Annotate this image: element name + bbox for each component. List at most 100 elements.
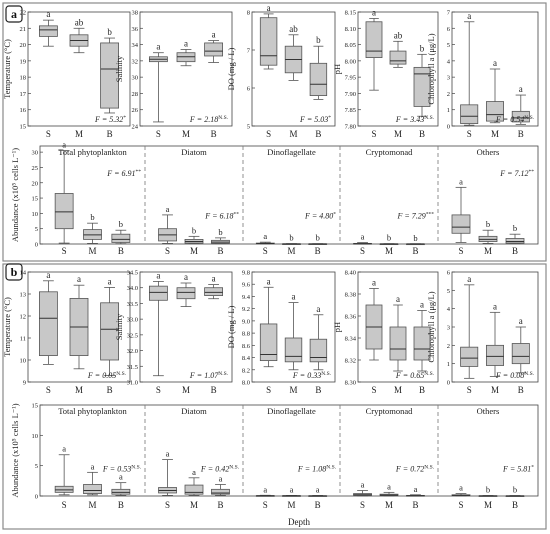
plot-frame [27,271,131,383]
y-axis-label: Salinity [114,55,124,82]
panel-tag-letter: b [11,265,18,279]
do-box-B [309,314,328,371]
iqr-box [100,302,119,361]
x-category-label: S [266,385,271,395]
ph-letter-M: ab [394,30,403,40]
iqr-box [54,485,74,493]
abundance-box-S [255,241,275,245]
x-category-label: S [165,246,170,256]
abundance-box-M [282,494,301,497]
y-axis-label: Temperature (°C) [2,297,12,357]
salinity-letter-M: a [184,272,188,282]
salinity-box-M [176,49,196,67]
x-category-label: M [491,385,499,395]
abundance-box-M [282,243,301,245]
y-tick-label: 8.2 [242,367,250,374]
y-tick-label: 11 [20,336,26,343]
iqr-box [100,42,119,109]
iqr-box [184,484,204,495]
y-tick-label: 7 [247,48,251,55]
abundance-box-B [505,233,525,245]
y-tick-label: 2 [447,91,450,98]
stat-annotation: F = 0.54N.S. [495,115,535,124]
x-category-label: B [512,246,518,256]
y-tick-label: 0 [35,494,38,501]
plot-frame [251,271,336,383]
stat-annotation: F = 0.08N.S. [495,371,535,380]
x-category-label: B [512,500,518,510]
chla-letter-S: a [467,11,471,21]
plot-salinity: 31.0 31.5 32.0 32.5 33.0 33.5 34.0 34.5 Salinity… [114,270,233,395]
abundance-letter-B: a [119,472,123,482]
x-category-label: S [263,246,268,256]
y-tick-label: 13 [20,292,27,299]
x-category-label: M [88,246,96,256]
y-tick-label: 9.6 [242,282,251,289]
stat-annotation: F = 0.65N.S. [395,371,435,380]
y-tick-label: 9.0 [242,318,250,325]
chla-box-B [511,94,530,125]
ph-letter-B: a [420,300,424,310]
y-tick-label: 0 [35,242,38,249]
group-title: Dinoflagellate [267,406,316,416]
do-letter-B: b [316,35,321,45]
stat-annotation: F = 6.91** [106,169,141,178]
salinity-letter-S: a [156,270,160,280]
x-category-label: B [315,129,321,139]
iqr-box [309,338,328,363]
y-tick-label: 31.0 [127,380,138,387]
abundance-letter-M: a [387,481,391,491]
iqr-box [511,343,530,365]
group-title: Cryptomonad [366,147,413,157]
y-tick-label: 8.15 [345,10,356,17]
abundance-letter-B: a [219,473,223,483]
temperature-letter-B: b [107,27,112,37]
y-tick-label: 7.80 [345,124,356,131]
abundance-letter-S: a [361,480,365,490]
ph-box-B [413,53,431,117]
abundance-box-B [211,237,230,245]
x-category-label: B [118,246,124,256]
salinity-letter-M: a [184,38,188,48]
plot-do: 5 6 7 8 DO (mg / L) a ab b S M B F = 5.03* [226,3,336,139]
salinity-box-B [204,284,224,300]
stat-annotation: F = 3.43N.S. [395,115,435,124]
x-category-label: B [412,246,418,256]
chla-box-S [460,284,479,379]
y-tick-label: 8.05 [345,42,356,49]
abundance-letter-S: a [361,232,365,242]
y-tick-label: 21 [20,26,27,33]
y-tick-label: 8.32 [345,358,356,365]
iqr-box [309,62,328,96]
y-axis-label: Temperature (°C) [2,39,12,99]
abundance-box-B [505,495,525,497]
y-tick-label: 5 [247,124,250,131]
y-tick-label: 9 [23,380,26,387]
y-tick-label: 8.36 [345,314,357,321]
x-category-label: B [211,129,217,139]
iqr-box [413,326,431,361]
iqr-box [485,101,504,122]
iqr-box [460,104,479,124]
group-title: Dinoflagellate [267,147,316,157]
panel-border [2,263,547,530]
do-letter-S: a [267,3,271,13]
x-category-label: S [360,246,365,256]
y-tick-label: 12 [20,314,27,321]
y-tick-label: 34.5 [127,270,138,277]
y-tick-label: 1 [447,107,450,114]
group-title: Others [477,147,500,157]
abundance-letter-M: b [289,233,293,243]
y-tick-label: 14 [20,270,27,277]
iqr-box [284,337,303,363]
salinity-letter-S: a [156,42,160,52]
x-category-label: S [156,129,161,139]
x-category-label: M [394,129,402,139]
x-category-label: M [75,385,83,395]
iqr-box [511,110,530,123]
x-category-label: M [88,500,96,510]
x-category-label: M [287,500,295,510]
plot-salinity: 24 26 28 30 32 34 36 38 Salinity a a a S M B F = 2.18N.… [114,10,233,139]
salinity-box-S [148,52,168,123]
